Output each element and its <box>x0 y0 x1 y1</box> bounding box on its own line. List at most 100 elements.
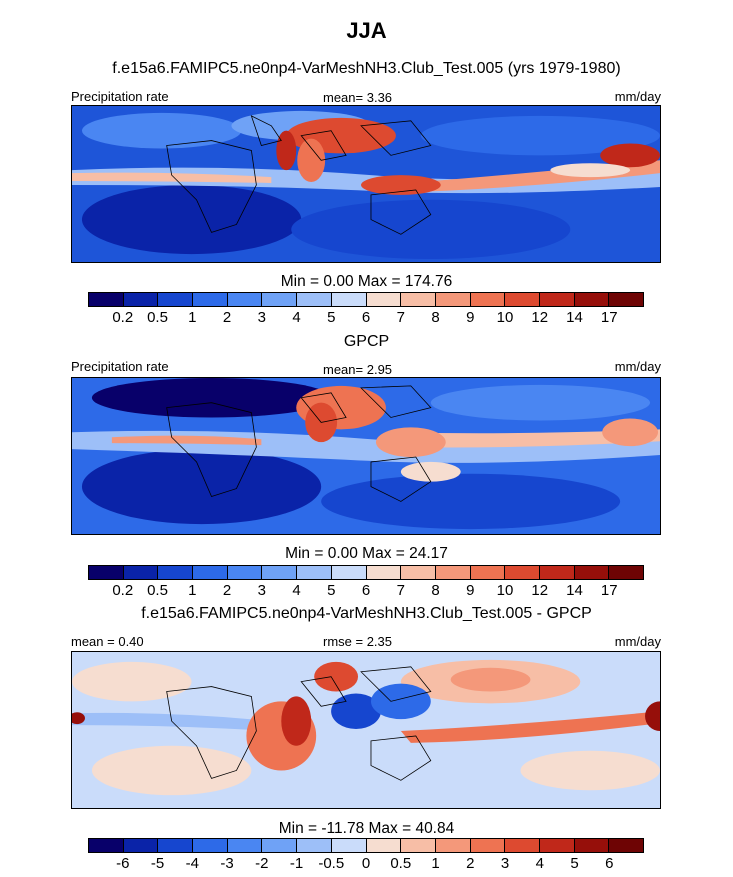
panel1-minmax: Min = 0.00 Max = 174.76 <box>280 273 453 290</box>
panel1-mean-label: mean= 3.36 <box>323 90 393 105</box>
colorbar-swatch <box>331 839 367 852</box>
panel2-units-label: mm/day <box>614 359 661 374</box>
colorbar-swatch <box>401 293 436 306</box>
panel3-subtitle: f.e15a6.FAMIPC5.ne0np4-VarMeshNH3.Club_T… <box>141 605 592 622</box>
colorbar-tick-label: 4 <box>292 582 301 599</box>
colorbar-swatch <box>609 566 643 579</box>
colorbar-tick-label: 3 <box>257 309 266 326</box>
colorbar-tick-label: 4 <box>292 309 301 326</box>
colorbar-swatch <box>227 293 263 306</box>
colorbar-swatch <box>227 566 263 579</box>
colorbar-tick-label: 9 <box>466 582 475 599</box>
colorbar-tick-label: 7 <box>396 309 405 326</box>
colorbar-tick-label: -2 <box>255 855 269 872</box>
colorbar-swatch <box>123 293 159 306</box>
panel1-colorbar <box>88 292 644 307</box>
colorbar-tick-label: 9 <box>466 309 475 326</box>
colorbar-swatch <box>297 293 332 306</box>
panel2-colorbar <box>88 565 644 580</box>
colorbar-tick-label: 12 <box>531 309 549 326</box>
colorbar-swatch <box>401 566 436 579</box>
colorbar-tick-label: 6 <box>361 309 371 326</box>
colorbar-swatch <box>505 293 540 306</box>
colorbar-swatch <box>609 839 643 852</box>
colorbar-swatch <box>505 839 540 852</box>
colorbar-tick-label: -1 <box>289 855 304 872</box>
colorbar-swatch <box>435 293 471 306</box>
colorbar-swatch <box>193 293 228 306</box>
panel3-minmax: Min = -11.78 Max = 40.84 <box>278 820 455 837</box>
colorbar-tick-label: 14 <box>566 309 583 326</box>
panel3-rmse-label: rmse = 2.35 <box>323 634 393 649</box>
colorbar-swatch <box>366 839 402 852</box>
colorbar-swatch <box>297 839 332 852</box>
colorbar-tick-label: 2 <box>222 582 232 599</box>
colorbar-tick-label: 0.2 <box>112 309 134 326</box>
colorbar-swatch <box>539 566 575 579</box>
panel1-colorbar-ticks: 0.2 0.5 1 2 3 4 5 6 7 8 9 10 12 14 17 <box>88 309 644 327</box>
colorbar-tick-label: 3 <box>257 582 266 599</box>
colorbar-tick-label: 5 <box>570 855 579 872</box>
colorbar-swatch <box>123 839 159 852</box>
colorbar-tick-label: -6 <box>116 855 130 872</box>
panel1-units-label: mm/day <box>614 89 661 104</box>
panel3-heatmap <box>72 652 660 808</box>
colorbar-swatch <box>262 839 298 852</box>
colorbar-tick-label: 2 <box>466 855 475 872</box>
colorbar-swatch <box>158 293 194 306</box>
colorbar-swatch <box>262 293 298 306</box>
colorbar-swatch <box>539 293 575 306</box>
panel3-mean-label: mean = 0.40 <box>71 634 144 649</box>
colorbar-tick-label: 7 <box>396 582 405 599</box>
colorbar-tick-label: 8 <box>431 309 440 326</box>
colorbar-tick-label: 8 <box>431 582 440 599</box>
colorbar-swatch <box>505 566 540 579</box>
panel3-units-label: mm/day <box>614 634 661 649</box>
panel2-mean-label: mean= 2.95 <box>323 362 393 377</box>
colorbar-swatch <box>574 566 610 579</box>
colorbar-swatch <box>470 293 506 306</box>
colorbar-swatch <box>89 566 124 579</box>
colorbar-swatch <box>609 293 643 306</box>
colorbar-tick-label: 0 <box>361 855 371 872</box>
panel1-heatmap <box>72 106 660 262</box>
colorbar-tick-label: 10 <box>496 309 514 326</box>
colorbar-tick-label: 5 <box>327 582 336 599</box>
panel2-map <box>71 377 661 535</box>
colorbar-swatch <box>574 839 610 852</box>
panel2-minmax: Min = 0.00 Max = 24.17 <box>285 545 448 562</box>
colorbar-swatch <box>193 839 228 852</box>
colorbar-swatch <box>470 566 506 579</box>
colorbar-tick-label: 0.5 <box>147 309 168 326</box>
panel1-map <box>71 105 661 263</box>
colorbar-swatch <box>331 566 367 579</box>
colorbar-swatch <box>366 293 402 306</box>
colorbar-tick-label: -5 <box>150 855 165 872</box>
panel2-subtitle: GPCP <box>343 333 390 350</box>
colorbar-swatch <box>470 839 506 852</box>
colorbar-tick-label: 17 <box>600 582 618 599</box>
colorbar-tick-label: 1 <box>431 855 440 872</box>
panel2-colorbar-ticks: 0.2 0.5 1 2 3 4 5 6 7 8 9 10 12 14 17 <box>88 582 644 600</box>
colorbar-tick-label: 14 <box>566 582 583 599</box>
panel3-colorbar-ticks: -6 -5 -4 -3 -2 -1 -0.5 0 0.5 1 2 3 4 5 6 <box>88 855 644 873</box>
colorbar-swatch <box>401 839 436 852</box>
panel3-map <box>71 651 661 809</box>
colorbar-swatch <box>158 839 194 852</box>
colorbar-swatch <box>574 293 610 306</box>
figure-title: JJA <box>346 18 387 43</box>
colorbar-swatch <box>435 566 471 579</box>
colorbar-tick-label: 0.2 <box>112 582 134 599</box>
colorbar-tick-label: 6 <box>361 582 371 599</box>
colorbar-swatch <box>193 566 228 579</box>
colorbar-swatch <box>89 839 124 852</box>
colorbar-swatch <box>123 566 159 579</box>
colorbar-swatch <box>262 566 298 579</box>
panel1-variable-label: Precipitation rate <box>71 89 169 104</box>
colorbar-tick-label: 3 <box>500 855 510 872</box>
colorbar-swatch <box>158 566 194 579</box>
colorbar-tick-label: 1 <box>188 309 197 326</box>
colorbar-tick-label: 5 <box>327 309 336 326</box>
colorbar-tick-label: 4 <box>535 855 544 872</box>
colorbar-swatch <box>435 839 471 852</box>
